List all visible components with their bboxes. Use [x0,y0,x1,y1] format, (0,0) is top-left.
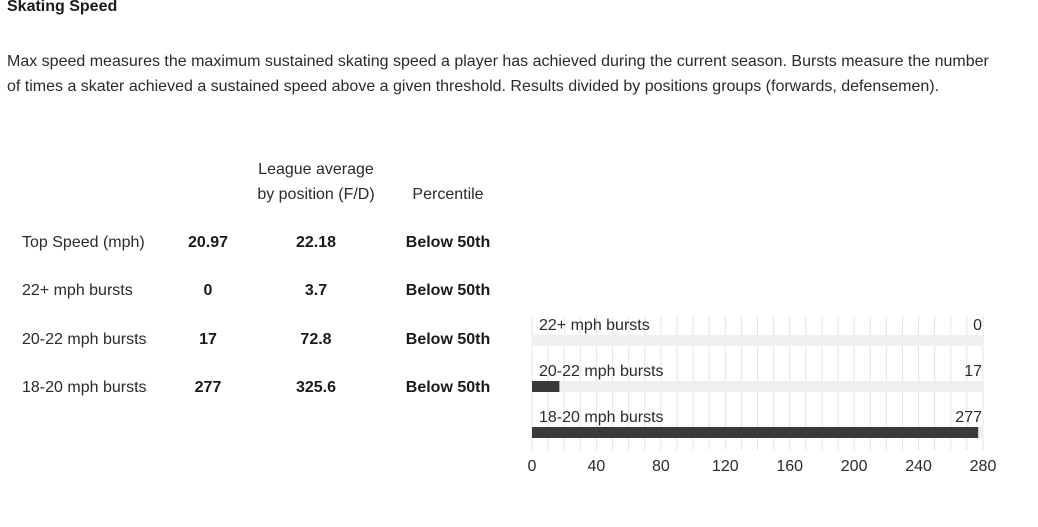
chart-tick-label: 80 [652,458,670,475]
chart-category-label: 22+ mph bursts [539,317,650,334]
bursts-bar-chart-svg: 22+ mph bursts 0 20-22 mph bursts 17 18-20 m… [528,316,997,475]
chart-tick-label: 280 [970,458,997,475]
row-label: 20-22 mph bursts [22,331,147,348]
skating-speed-table: League average by position (F/D) Percent… [0,0,520,420]
bursts-bar-chart: 22+ mph bursts 0 20-22 mph bursts 17 18-20 m… [520,300,1038,490]
chart-tick-label: 0 [528,458,537,475]
row-value: 0 [203,282,213,299]
chart-tick-label: 200 [841,458,868,475]
chart-category-label: 20-22 mph bursts [539,363,664,380]
row-league-average: 72.8 [300,331,332,348]
row-league-average: 3.7 [304,282,328,299]
header-league-average-line2: by position (F/D) [257,186,375,203]
row-percentile: Below 50th [405,282,491,299]
row-label: Top Speed (mph) [22,234,145,251]
section-description: Max speed measures the maximum sustained… [7,53,989,95]
chart-tick-label: 120 [712,458,739,475]
chart-bar-track [532,381,983,392]
row-label: 18-20 mph bursts [22,379,147,396]
row-percentile: Below 50th [405,234,491,251]
chart-tick-label: 160 [776,458,803,475]
chart-bar [532,427,979,438]
chart-bar [532,381,560,392]
chart-data-label: 277 [955,409,982,426]
chart-tick-label: 40 [588,458,606,475]
row-percentile: Below 50th [405,331,491,348]
row-percentile: Below 50th [405,379,491,396]
section-title: Skating Speed [7,0,118,15]
chart-bar-track [532,335,983,346]
chart-data-label: 17 [964,363,982,380]
chart-data-label: 0 [973,317,982,334]
row-value: 20.97 [187,234,229,251]
header-league-average: League average by position (F/D) [236,157,396,207]
header-league-average-line1: League average [258,161,374,178]
row-league-average: 325.6 [295,379,337,396]
row-value: 277 [194,379,222,396]
chart-tick-label: 240 [905,458,932,475]
row-value: 17 [199,331,217,348]
header-percentile: Percentile [412,186,484,203]
row-label: 22+ mph bursts [22,282,133,299]
chart-category-label: 18-20 mph bursts [539,409,664,426]
row-league-average: 22.18 [295,234,337,251]
